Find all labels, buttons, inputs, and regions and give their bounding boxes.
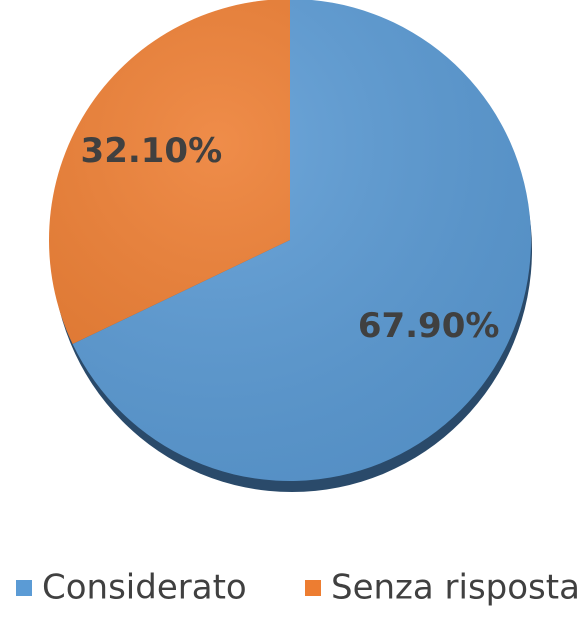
pie-shading (49, 0, 531, 481)
legend-label: Senza risposta (331, 568, 580, 608)
legend-swatch (16, 580, 32, 596)
data-label: 67.90% (358, 306, 500, 346)
legend-swatch (305, 580, 321, 596)
data-label: 32.10% (81, 131, 223, 171)
legend-label: Considerato (42, 568, 247, 608)
